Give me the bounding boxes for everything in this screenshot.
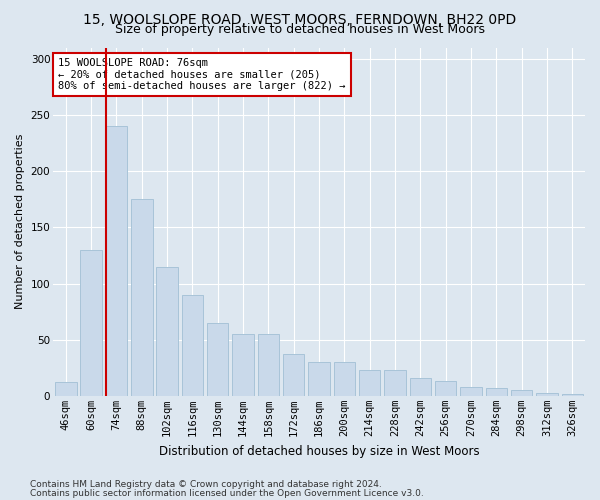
Bar — [460, 387, 482, 396]
Bar — [511, 390, 532, 396]
Bar — [410, 378, 431, 396]
Text: 15, WOOLSLOPE ROAD, WEST MOORS, FERNDOWN, BH22 0PD: 15, WOOLSLOPE ROAD, WEST MOORS, FERNDOWN… — [83, 12, 517, 26]
Y-axis label: Number of detached properties: Number of detached properties — [15, 134, 25, 310]
Text: 15 WOOLSLOPE ROAD: 76sqm
← 20% of detached houses are smaller (205)
80% of semi-: 15 WOOLSLOPE ROAD: 76sqm ← 20% of detach… — [58, 58, 346, 91]
Bar — [359, 370, 380, 396]
X-axis label: Distribution of detached houses by size in West Moors: Distribution of detached houses by size … — [159, 444, 479, 458]
Bar — [157, 266, 178, 396]
Bar — [55, 382, 77, 396]
Bar — [334, 362, 355, 396]
Text: Contains HM Land Registry data © Crown copyright and database right 2024.: Contains HM Land Registry data © Crown c… — [30, 480, 382, 489]
Bar — [536, 392, 558, 396]
Bar — [207, 323, 229, 396]
Bar — [283, 354, 304, 396]
Bar — [131, 199, 152, 396]
Text: Contains public sector information licensed under the Open Government Licence v3: Contains public sector information licen… — [30, 488, 424, 498]
Bar — [257, 334, 279, 396]
Bar — [106, 126, 127, 396]
Bar — [80, 250, 102, 396]
Bar — [182, 294, 203, 396]
Bar — [562, 394, 583, 396]
Bar — [308, 362, 330, 396]
Bar — [435, 382, 457, 396]
Text: Size of property relative to detached houses in West Moors: Size of property relative to detached ho… — [115, 22, 485, 36]
Bar — [485, 388, 507, 396]
Bar — [384, 370, 406, 396]
Bar — [232, 334, 254, 396]
